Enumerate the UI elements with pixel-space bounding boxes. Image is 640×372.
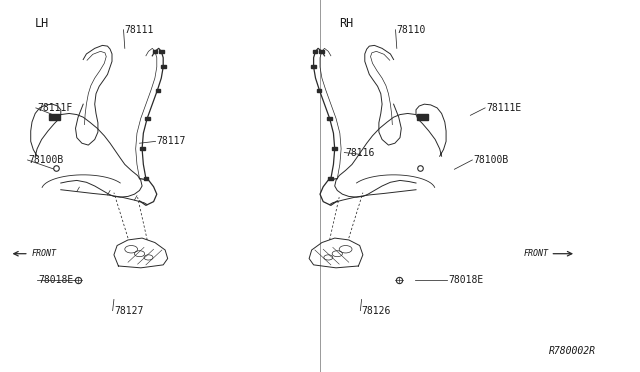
Text: 78111E: 78111E — [486, 103, 522, 113]
Bar — [327, 117, 332, 120]
Text: 78117: 78117 — [157, 137, 186, 146]
Bar — [153, 50, 157, 53]
Bar — [313, 50, 317, 53]
Bar — [311, 65, 316, 68]
Text: RH: RH — [339, 17, 353, 30]
Text: 78018E: 78018E — [38, 275, 74, 285]
Text: 78100B: 78100B — [29, 155, 64, 165]
Text: FRONT: FRONT — [32, 249, 57, 258]
Text: 78127: 78127 — [114, 306, 143, 315]
Text: LH: LH — [35, 17, 49, 30]
Bar — [317, 89, 321, 92]
Bar — [140, 147, 145, 150]
Text: R780002R: R780002R — [549, 346, 596, 356]
Text: 78126: 78126 — [362, 306, 391, 315]
Text: 78111F: 78111F — [37, 103, 72, 113]
Text: 78116: 78116 — [346, 148, 375, 157]
Text: 78111: 78111 — [125, 25, 154, 35]
Bar — [144, 177, 148, 180]
Text: 78018E: 78018E — [448, 275, 483, 285]
Text: 78110: 78110 — [397, 25, 426, 35]
Bar — [328, 177, 333, 180]
Bar — [159, 50, 164, 53]
Text: FRONT: FRONT — [524, 249, 549, 258]
Bar — [161, 65, 166, 68]
Bar — [156, 89, 160, 92]
Bar — [332, 147, 337, 150]
Bar — [319, 50, 324, 53]
Bar — [145, 117, 150, 120]
Text: 78100B: 78100B — [474, 155, 509, 165]
